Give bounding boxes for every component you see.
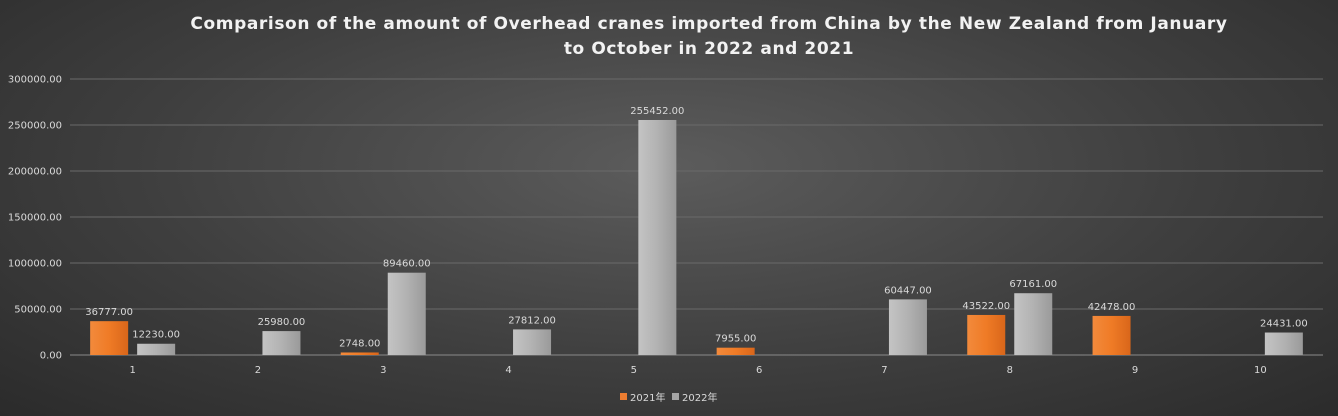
data-label-2022-7: 60447.00 bbox=[884, 285, 932, 296]
bars bbox=[90, 119, 1303, 355]
legend: 2021年 2022年 bbox=[620, 391, 717, 404]
bar-2021-9 bbox=[1092, 315, 1131, 355]
y-tick-label: 250000.00 bbox=[8, 121, 62, 132]
data-label-2022-4: 27812.00 bbox=[508, 315, 556, 326]
y-tick-label: 150000.00 bbox=[8, 213, 62, 224]
data-label-2021-3: 2748.00 bbox=[339, 338, 380, 349]
data-label-2021-6: 7955.00 bbox=[715, 334, 756, 345]
x-tick-label: 6 bbox=[756, 365, 762, 376]
legend-label-2022: 2022年 bbox=[682, 391, 717, 404]
data-label-2021-8: 43522.00 bbox=[962, 301, 1010, 312]
x-axis-tick-labels: 1 2 3 4 5 6 7 8 9 10 bbox=[129, 365, 1266, 376]
gridlines bbox=[70, 78, 1323, 356]
bar-2022-4 bbox=[513, 329, 552, 355]
y-tick-label: 100000.00 bbox=[8, 259, 62, 270]
legend-swatch-2021 bbox=[620, 393, 627, 400]
legend-label-2021: 2021年 bbox=[630, 391, 665, 404]
data-label-2022-2: 25980.00 bbox=[258, 317, 306, 328]
x-tick-label: 7 bbox=[881, 365, 887, 376]
data-label-2022-3: 89460.00 bbox=[383, 259, 431, 270]
x-tick-label: 3 bbox=[380, 365, 386, 376]
bar-2022-3 bbox=[387, 272, 426, 355]
legend-swatch-2022 bbox=[672, 393, 679, 400]
bar-2022-2 bbox=[262, 331, 301, 355]
x-tick-label: 9 bbox=[1132, 365, 1138, 376]
y-tick-label: 0.00 bbox=[40, 351, 62, 362]
chart-title-line-1: Comparison of the amount of Overhead cra… bbox=[190, 14, 1227, 34]
x-tick-label: 8 bbox=[1007, 365, 1013, 376]
bar-2021-8 bbox=[967, 314, 1006, 355]
chart-title-line-2: to October in 2022 and 2021 bbox=[564, 39, 854, 59]
bar-2021-6 bbox=[716, 347, 755, 355]
y-axis-tick-labels: 0.00 50000.00 100000.00 150000.00 200000.00 2… bbox=[8, 75, 62, 362]
data-labels: 36777.00 12230.00 25980.00 2748.00 89460.00 2… bbox=[85, 106, 1307, 349]
bar-2021-1 bbox=[90, 321, 129, 355]
bar-2022-10 bbox=[1264, 332, 1303, 355]
x-tick-label: 1 bbox=[129, 365, 135, 376]
y-tick-label: 300000.00 bbox=[8, 75, 62, 86]
y-tick-label: 200000.00 bbox=[8, 167, 62, 178]
y-tick-label: 50000.00 bbox=[14, 305, 62, 316]
data-label-2021-1: 36777.00 bbox=[85, 307, 133, 318]
bar-2022-8 bbox=[1014, 293, 1053, 355]
data-label-2022-8: 67161.00 bbox=[1009, 279, 1057, 290]
data-label-2022-1: 12230.00 bbox=[132, 330, 180, 341]
bar-2022-5 bbox=[638, 119, 677, 355]
data-label-2021-9: 42478.00 bbox=[1088, 302, 1136, 313]
data-label-2022-5: 255452.00 bbox=[630, 106, 684, 117]
x-tick-label: 4 bbox=[505, 365, 511, 376]
x-tick-label: 10 bbox=[1254, 365, 1267, 376]
x-tick-label: 5 bbox=[631, 365, 637, 376]
data-label-2022-10: 24431.00 bbox=[1260, 319, 1308, 330]
x-tick-label: 2 bbox=[255, 365, 261, 376]
bar-2022-1 bbox=[137, 343, 176, 355]
bar-2021-3 bbox=[340, 352, 379, 355]
bar-2022-7 bbox=[888, 299, 927, 355]
